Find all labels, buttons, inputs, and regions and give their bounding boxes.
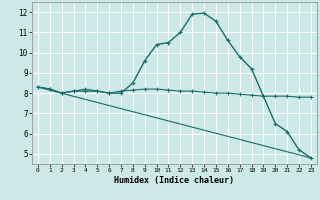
- X-axis label: Humidex (Indice chaleur): Humidex (Indice chaleur): [115, 176, 234, 185]
